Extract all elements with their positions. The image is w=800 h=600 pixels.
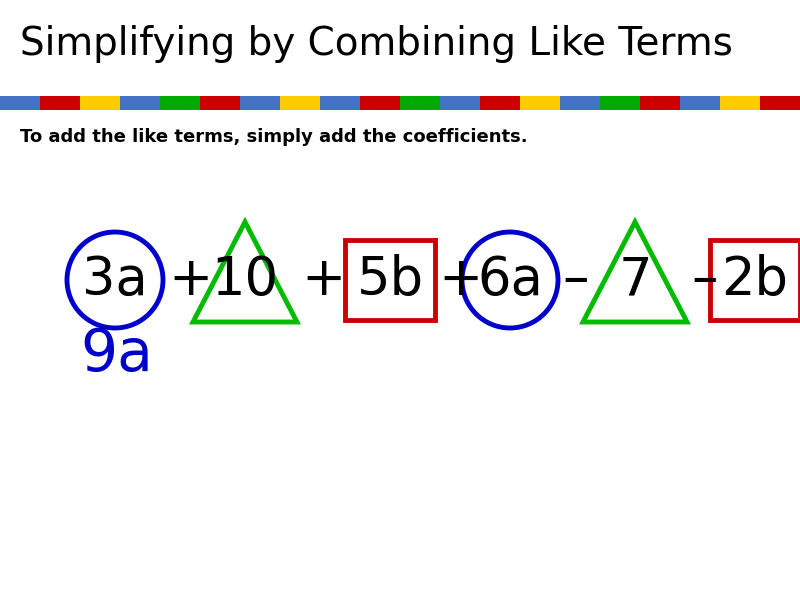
Bar — [40, 96, 80, 110]
Bar — [200, 96, 240, 110]
Bar — [400, 96, 440, 110]
Bar — [760, 96, 800, 110]
Text: 2b: 2b — [722, 254, 789, 306]
Bar — [120, 96, 160, 110]
Bar — [720, 96, 760, 110]
Text: 5b: 5b — [357, 254, 423, 306]
Bar — [600, 96, 640, 110]
Text: 9a: 9a — [80, 326, 153, 383]
Text: +: + — [301, 254, 346, 306]
Bar — [0, 96, 40, 110]
Bar — [440, 96, 480, 110]
Bar — [680, 96, 720, 110]
Text: +: + — [168, 254, 212, 306]
Bar — [160, 96, 200, 110]
Text: To add the like terms, simply add the coefficients.: To add the like terms, simply add the co… — [20, 128, 528, 146]
Bar — [560, 96, 600, 110]
Bar — [80, 96, 120, 110]
Bar — [280, 96, 320, 110]
Bar — [520, 96, 560, 110]
Text: –: – — [562, 254, 589, 306]
Bar — [640, 96, 680, 110]
Text: 6a: 6a — [477, 254, 543, 306]
Bar — [240, 96, 280, 110]
Text: Simplifying by Combining Like Terms: Simplifying by Combining Like Terms — [20, 25, 733, 63]
Text: 3a: 3a — [82, 254, 148, 306]
Bar — [710, 240, 800, 320]
Text: 10: 10 — [211, 254, 278, 306]
Bar — [320, 96, 360, 110]
Bar — [345, 240, 435, 320]
Text: 7: 7 — [618, 254, 652, 306]
Text: +: + — [438, 254, 482, 306]
Bar — [480, 96, 520, 110]
Text: –: – — [691, 254, 718, 306]
Bar — [360, 96, 400, 110]
